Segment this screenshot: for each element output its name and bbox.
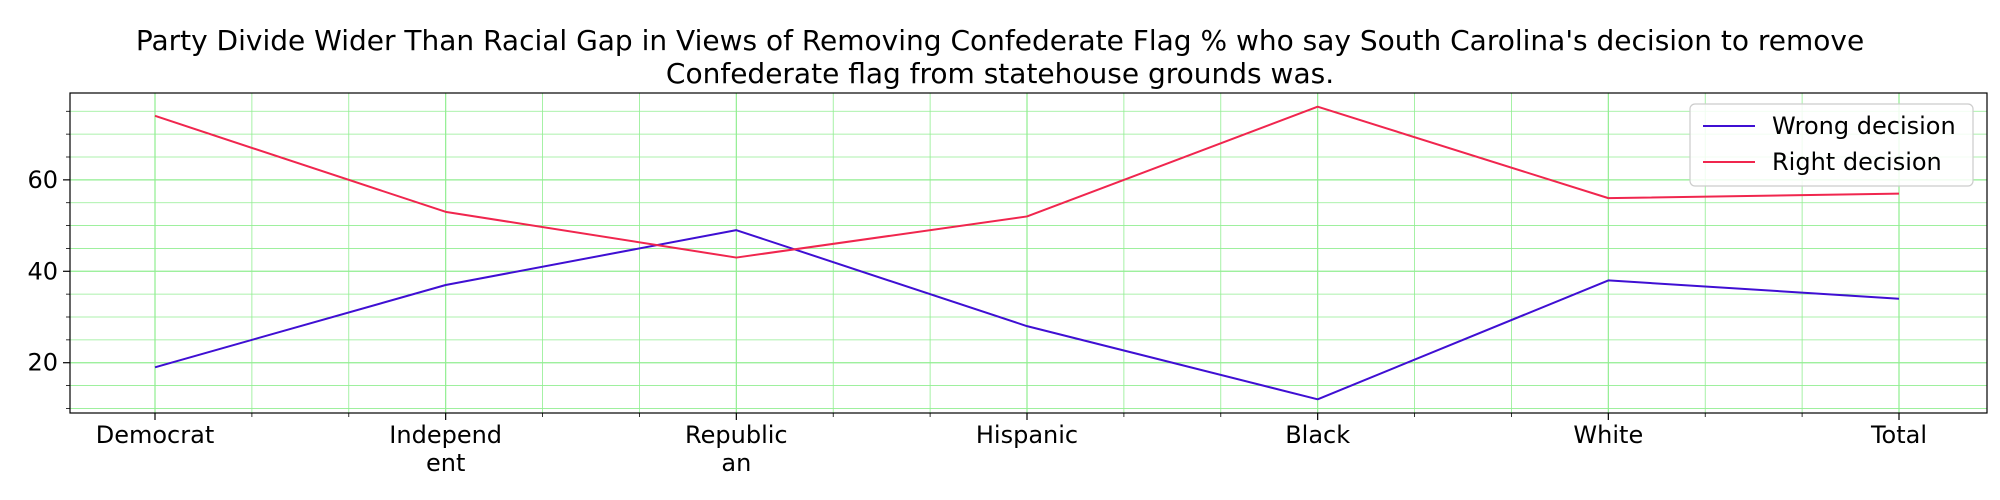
legend: Wrong decision Right decision <box>1690 104 1973 186</box>
legend-label-right-decision: Right decision <box>1772 148 1942 176</box>
x-tick-label-democrat: Democrat <box>96 421 215 449</box>
y-tick-label-20: 20 <box>27 349 58 377</box>
x-tick-label-hispanic: Hispanic <box>976 421 1078 449</box>
x-tick-label-white: White <box>1573 421 1643 449</box>
x-tick-label-total: Total <box>1870 421 1927 449</box>
x-tick-label-independent: ent <box>426 449 465 477</box>
chart-title-line-1: Party Divide Wider Than Racial Gap in Vi… <box>136 24 1864 57</box>
chart-title-line-2: Confederate flag from statehouse grounds… <box>666 57 1334 90</box>
x-tick-label-republican: an <box>721 449 751 477</box>
x-tick-label-black: Black <box>1285 421 1350 449</box>
x-tick-label-republican: Republic <box>685 421 788 449</box>
y-tick-label-60: 60 <box>27 166 58 194</box>
legend-label-wrong-decision: Wrong decision <box>1772 112 1956 140</box>
x-tick-label-independent: Independ <box>389 421 502 449</box>
y-tick-label-40: 40 <box>27 257 58 285</box>
